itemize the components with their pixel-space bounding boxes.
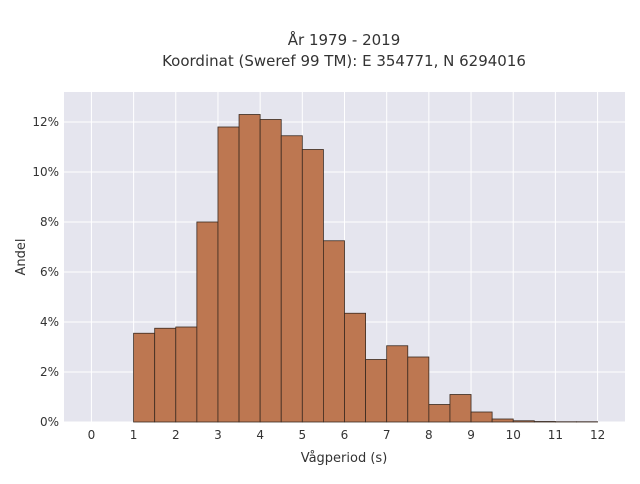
x-tick-label: 2	[172, 428, 180, 442]
x-tick-label: 7	[383, 428, 391, 442]
histogram-bar	[492, 419, 513, 422]
histogram-bar	[534, 422, 555, 423]
x-tick-label: 6	[341, 428, 349, 442]
x-tick-label: 3	[214, 428, 222, 442]
x-tick-label: 8	[425, 428, 433, 442]
histogram-bar	[239, 115, 260, 423]
histogram-bar	[387, 346, 408, 422]
x-tick-label: 4	[256, 428, 264, 442]
histogram-bar	[429, 405, 450, 423]
x-axis-label: Vågperiod (s)	[301, 451, 388, 466]
x-tick-label: 9	[467, 428, 475, 442]
histogram-bar	[134, 333, 155, 422]
x-tick-label: 10	[506, 428, 521, 442]
histogram-bar	[471, 412, 492, 422]
histogram-bar	[155, 328, 176, 422]
histogram-bar	[450, 395, 471, 423]
histogram-bar	[281, 136, 302, 422]
x-tick-label: 11	[548, 428, 563, 442]
histogram-bar	[302, 150, 323, 423]
histogram-bar	[366, 360, 387, 423]
histogram-bar	[323, 241, 344, 422]
histogram-bar	[218, 127, 239, 422]
chart-title-line-2: Koordinat (Sweref 99 TM): E 354771, N 62…	[162, 52, 526, 70]
y-tick-label: 6%	[40, 265, 59, 279]
x-tick-label: 5	[298, 428, 306, 442]
y-axis-ticks: 0% 2% 4% 6% 8% 10% 12%	[32, 115, 59, 429]
histogram-bar	[513, 421, 534, 422]
histogram-bar	[345, 313, 366, 422]
x-tick-label: 0	[88, 428, 96, 442]
x-tick-label: 12	[590, 428, 605, 442]
x-tick-label: 1	[130, 428, 138, 442]
y-tick-label: 8%	[40, 215, 59, 229]
y-tick-label: 10%	[32, 165, 59, 179]
histogram-bar	[197, 222, 218, 422]
y-axis-label: Andel	[14, 239, 29, 276]
chart-title-line-1: År 1979 - 2019	[288, 30, 401, 49]
histogram-bar	[260, 120, 281, 423]
histogram-bar	[408, 357, 429, 422]
histogram-bar	[176, 327, 197, 422]
y-tick-label: 2%	[40, 365, 59, 379]
y-tick-label: 4%	[40, 315, 59, 329]
y-tick-label: 12%	[32, 115, 59, 129]
y-tick-label: 0%	[40, 415, 59, 429]
